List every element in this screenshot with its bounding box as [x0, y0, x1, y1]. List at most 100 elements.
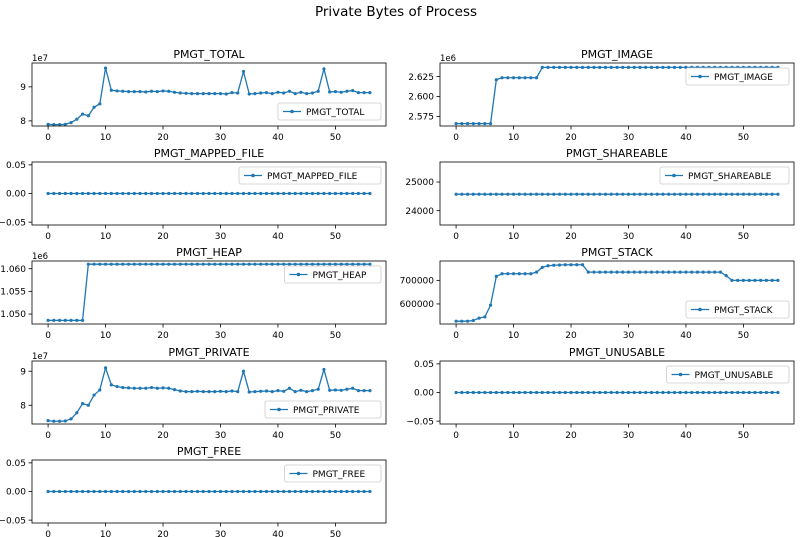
data-point	[126, 90, 131, 94]
data-point	[339, 489, 343, 494]
legend-marker	[296, 471, 301, 476]
data-point	[121, 191, 125, 196]
axes-frame	[31, 62, 387, 127]
data-point	[253, 191, 257, 196]
data-point	[167, 89, 171, 93]
data-point	[282, 191, 286, 196]
data-point	[172, 90, 177, 94]
data-point	[144, 191, 148, 196]
data-point	[190, 92, 194, 96]
data-point	[213, 92, 217, 96]
data-point	[569, 263, 573, 267]
data-point	[575, 65, 579, 69]
data-point	[534, 270, 539, 274]
data-point	[316, 262, 320, 266]
data-point	[333, 191, 338, 196]
data-point	[638, 65, 642, 69]
data-point	[115, 89, 119, 93]
data-point	[609, 270, 613, 274]
data-point	[92, 191, 96, 196]
data-point	[121, 385, 125, 390]
x-tick-label: 20	[565, 133, 577, 143]
data-point	[132, 262, 136, 266]
data-point	[471, 122, 475, 126]
data-point	[621, 65, 625, 69]
legend: PMGT_IMAGE	[685, 67, 790, 86]
data-point	[454, 122, 458, 126]
data-point	[247, 390, 251, 394]
subplot-title: PMGT_HEAP	[176, 246, 242, 259]
data-point	[701, 390, 705, 395]
data-point	[241, 489, 246, 494]
data-point	[247, 191, 251, 196]
data-point	[299, 191, 303, 196]
data-point	[80, 191, 85, 196]
legend-marker	[290, 109, 294, 114]
data-point	[270, 489, 274, 494]
data-point	[86, 114, 90, 118]
data-point	[661, 270, 665, 274]
data-point	[195, 92, 200, 96]
data-point	[259, 91, 263, 95]
data-point	[109, 383, 113, 387]
data-point	[356, 389, 361, 393]
figure-suptitle: Private Bytes of Process	[315, 4, 477, 20]
data-point	[184, 191, 188, 196]
x-tick-label: 40	[680, 232, 692, 242]
data-point	[287, 191, 292, 196]
data-point	[506, 390, 510, 395]
data-point	[598, 192, 602, 196]
data-point	[770, 278, 774, 282]
data-point	[609, 65, 613, 69]
x-tick-label: 40	[272, 232, 284, 242]
data-point	[563, 192, 567, 196]
data-point	[121, 89, 125, 93]
data-point	[494, 78, 498, 82]
data-point	[80, 401, 85, 406]
legend-box	[277, 102, 382, 121]
subplot-pmgt-stack: PMGT_STACK 0 10 20 30 40 50 600000 700000 PMGT_ST…	[400, 246, 795, 341]
data-point	[316, 489, 320, 494]
data-point	[563, 390, 567, 395]
data-point	[598, 65, 602, 69]
data-point	[190, 262, 194, 266]
data-point	[460, 192, 464, 196]
data-point	[621, 270, 625, 274]
data-point	[672, 390, 677, 395]
data-point	[46, 489, 50, 494]
legend: PMGT_SHAREABLE	[659, 166, 790, 185]
data-point	[454, 192, 458, 196]
x-tick-label: 40	[272, 331, 284, 341]
data-point	[770, 192, 774, 196]
data-point	[575, 390, 579, 395]
data-point	[477, 192, 481, 196]
x-tick-label: 30	[623, 133, 635, 143]
data-point	[345, 191, 349, 196]
data-point	[149, 385, 154, 390]
axes-frame	[31, 161, 387, 226]
data-point	[299, 90, 303, 94]
data-point	[592, 65, 596, 69]
data-point	[52, 419, 56, 423]
data-point	[638, 270, 642, 274]
data-point	[270, 262, 274, 266]
data-point	[264, 91, 269, 95]
data-point	[69, 417, 73, 421]
axis-multiplier-label: 1e6	[440, 54, 456, 64]
data-point	[247, 489, 251, 494]
data-point	[224, 191, 228, 196]
x-tick-label: 0	[45, 133, 51, 143]
data-point	[632, 390, 636, 395]
data-point	[741, 192, 746, 196]
data-point	[253, 92, 257, 96]
data-point	[724, 390, 728, 395]
x-tick-label: 20	[157, 530, 169, 537]
data-point	[667, 65, 671, 69]
data-point	[460, 319, 464, 323]
data-point	[75, 411, 79, 415]
data-point	[609, 192, 613, 196]
x-tick-label: 0	[45, 331, 51, 341]
data-point	[316, 191, 320, 196]
data-point	[98, 191, 102, 196]
data-point	[52, 489, 56, 494]
